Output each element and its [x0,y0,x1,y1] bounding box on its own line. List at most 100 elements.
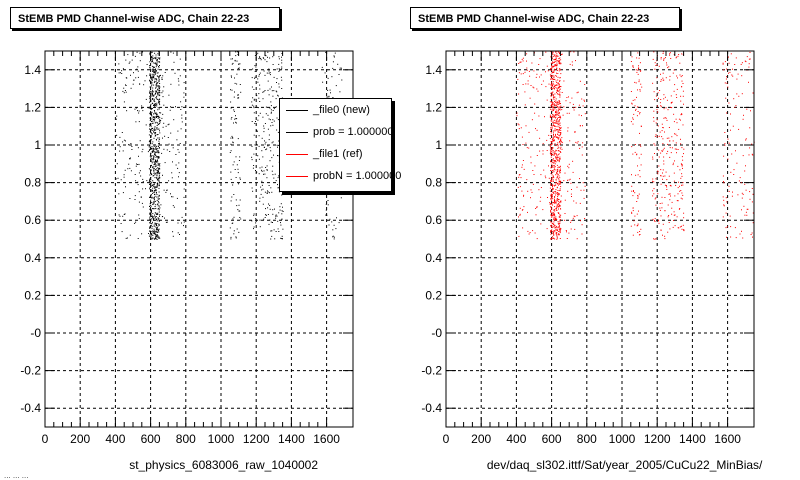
data-point [660,99,662,100]
data-point [679,226,681,228]
data-point [157,163,159,165]
data-point [158,237,160,239]
data-point [653,193,655,195]
data-point [151,111,153,113]
data-point [119,136,121,138]
data-point [584,218,586,219]
data-point [156,171,158,173]
data-point [665,117,667,119]
data-point [556,204,558,206]
data-point [156,194,158,196]
data-point [744,170,746,172]
data-point [154,122,156,124]
data-point [151,92,153,94]
data-point [341,79,343,81]
legend-entry: _file0 (new) [280,101,391,119]
legend-label: _file1 (ref) [313,148,363,160]
data-point [158,224,160,226]
data-point [278,86,280,88]
data-point [150,114,152,116]
data-point [554,93,556,95]
data-point [552,132,554,134]
data-point [553,139,555,141]
data-point [148,235,150,237]
data-point [268,94,270,96]
data-point [639,170,641,172]
data-point [157,170,159,172]
data-point [555,126,557,128]
data-point [155,129,157,131]
data-point [256,130,258,132]
data-point [128,144,129,146]
data-point [666,186,668,188]
data-point [158,156,160,158]
data-point [636,57,638,59]
data-point [130,143,132,144]
data-point [637,69,639,71]
data-point [281,62,283,64]
data-point [555,191,557,193]
data-point [579,178,580,180]
data-point [240,218,242,220]
data-point [158,176,160,178]
data-point [558,181,560,183]
data-point [559,220,561,222]
data-point [156,174,158,176]
data-point [142,148,144,150]
data-point [680,119,681,121]
data-point [560,165,561,167]
data-point [151,129,153,131]
data-point [665,171,667,173]
data-point [137,110,138,112]
data-point [156,64,158,66]
data-point [556,69,558,71]
data-point [545,51,547,53]
data-point [236,164,238,166]
data-point [152,91,154,93]
data-point [679,169,681,171]
data-point [632,118,634,120]
data-point [521,190,523,192]
data-point [681,228,683,230]
data-point [239,84,241,85]
data-point [230,143,232,145]
data-point [266,169,268,171]
data-point [149,117,151,119]
data-point [183,225,184,227]
data-point [151,83,153,85]
data-point [557,126,559,128]
data-point [327,200,329,201]
data-point [559,202,561,204]
data-point [138,201,140,203]
data-point [253,112,255,114]
data-point [550,206,552,208]
data-point [558,234,559,236]
data-point [732,75,734,77]
data-point [151,56,153,58]
data-point [745,61,747,63]
data-point [239,217,241,218]
data-point [155,127,157,129]
data-point [682,124,684,126]
data-point [554,213,555,215]
data-point [666,64,668,66]
data-point [265,141,267,143]
data-point [155,71,157,73]
data-point [281,66,283,68]
data-point [156,177,158,179]
data-point [556,101,558,103]
data-point [332,61,334,63]
data-point [162,113,164,115]
data-point [559,106,561,108]
data-point [551,203,553,205]
data-point [553,76,555,78]
data-point [553,61,555,63]
data-point [150,160,152,162]
data-point [149,90,151,92]
data-point [272,213,274,215]
data-point [278,144,280,146]
data-point [553,214,555,216]
data-point [683,217,685,219]
data-point [234,169,236,170]
data-point [556,84,558,86]
